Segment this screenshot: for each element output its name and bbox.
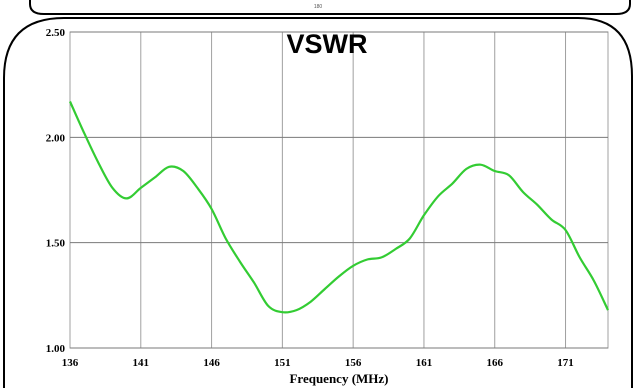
x-tick-label: 146 bbox=[203, 357, 220, 369]
rounded-frame bbox=[3, 17, 633, 388]
top-fragment-label: 180 bbox=[314, 4, 323, 10]
y-tick-label: 1.50 bbox=[46, 238, 66, 250]
horizontal-gridlines bbox=[70, 31, 608, 349]
x-tick-label: 151 bbox=[274, 357, 291, 369]
y-tick-label: 2.50 bbox=[46, 27, 66, 39]
y-tick-label: 2.00 bbox=[46, 132, 66, 144]
vswr-series-line bbox=[68, 101, 609, 314]
x-tick-label: 136 bbox=[62, 357, 79, 369]
y-tick-label: 1.00 bbox=[46, 343, 66, 355]
x-axis-label: Frequency (MHz) bbox=[289, 371, 388, 386]
x-tick-labels: 136 141 146 151 156 161 166 171 bbox=[62, 357, 574, 369]
y-tick-labels: 1.00 1.50 2.00 2.50 bbox=[46, 27, 66, 355]
top-panel-border bbox=[29, 0, 631, 15]
x-tick-label: 171 bbox=[557, 357, 574, 369]
plot-area bbox=[69, 31, 609, 349]
vertical-gridlines bbox=[69, 32, 567, 348]
chart-title: VSWR bbox=[287, 29, 368, 59]
x-tick-label: 141 bbox=[133, 357, 150, 369]
x-tick-label: 166 bbox=[486, 357, 503, 369]
series-layer bbox=[68, 101, 609, 314]
x-tick-label: 161 bbox=[416, 357, 433, 369]
x-tick-label: 156 bbox=[345, 357, 362, 369]
